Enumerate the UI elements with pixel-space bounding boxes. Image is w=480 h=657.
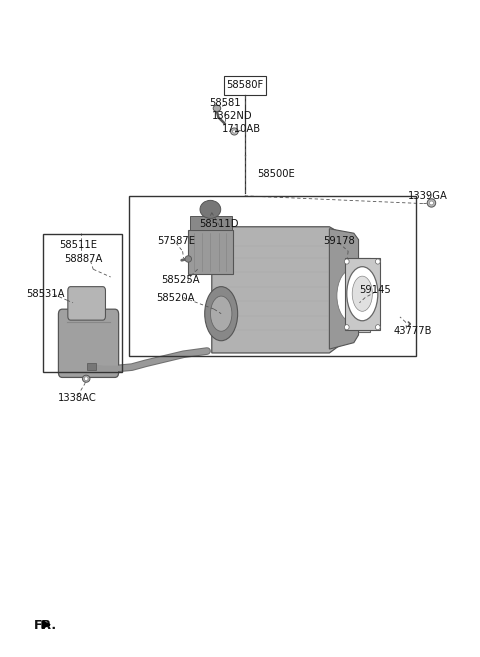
Polygon shape [212, 227, 341, 353]
Ellipse shape [352, 276, 372, 311]
Ellipse shape [347, 267, 378, 321]
Ellipse shape [84, 377, 88, 380]
Text: FR.: FR. [34, 620, 57, 633]
Ellipse shape [345, 259, 349, 264]
Bar [190, 216, 232, 230]
Ellipse shape [230, 128, 238, 135]
Text: 59145: 59145 [360, 285, 391, 295]
Polygon shape [329, 229, 359, 349]
Ellipse shape [429, 201, 433, 205]
Ellipse shape [185, 256, 192, 262]
Bar [188, 230, 233, 274]
Text: 58500E: 58500E [257, 169, 295, 179]
Ellipse shape [427, 199, 436, 207]
Text: 58525A: 58525A [161, 275, 200, 285]
Bar [345, 258, 380, 330]
Ellipse shape [204, 286, 238, 341]
Ellipse shape [375, 259, 380, 264]
Text: 58511D: 58511D [200, 219, 239, 229]
Text: 1710AB: 1710AB [222, 124, 261, 134]
Text: 59178: 59178 [323, 236, 355, 246]
Bar [224, 76, 266, 95]
FancyBboxPatch shape [68, 286, 106, 320]
Text: 58531A: 58531A [26, 289, 64, 300]
Text: 58580F: 58580F [226, 80, 264, 90]
Ellipse shape [213, 105, 221, 112]
Ellipse shape [375, 325, 380, 330]
Text: 1339GA: 1339GA [408, 191, 448, 201]
Text: 57587E: 57587E [157, 236, 195, 246]
Text: 1338AC: 1338AC [59, 393, 97, 403]
Bar [87, 363, 96, 371]
Bar [336, 258, 370, 332]
Ellipse shape [345, 325, 349, 330]
Text: 43777B: 43777B [394, 326, 432, 336]
Text: 58511E: 58511E [59, 240, 96, 250]
Text: 1362ND: 1362ND [212, 111, 253, 121]
Text: 58887A: 58887A [65, 254, 103, 264]
Bar [43, 234, 122, 373]
Ellipse shape [211, 296, 232, 331]
Text: 58520A: 58520A [156, 292, 194, 303]
Ellipse shape [337, 269, 370, 323]
FancyBboxPatch shape [59, 309, 119, 377]
Ellipse shape [200, 200, 221, 218]
Ellipse shape [232, 130, 236, 133]
Ellipse shape [83, 375, 90, 382]
Text: 58581: 58581 [209, 97, 241, 108]
Bar [130, 196, 416, 355]
